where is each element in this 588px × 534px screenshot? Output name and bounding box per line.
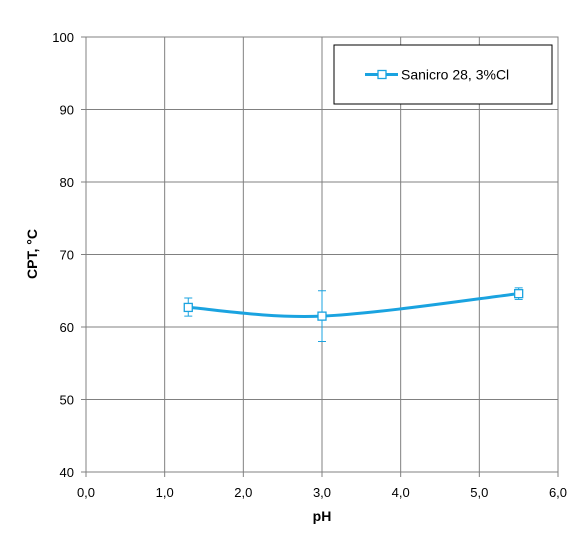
x-tick-label: 3,0 xyxy=(313,485,331,500)
x-tick-label: 1,0 xyxy=(156,485,174,500)
series-layer xyxy=(183,287,524,342)
legend-marker-icon xyxy=(377,69,387,80)
data-point xyxy=(183,302,193,313)
legend-label: Sanicro 28, 3%Cl xyxy=(401,67,509,83)
y-tick-label: 60 xyxy=(60,320,74,335)
y-tick-label: 70 xyxy=(60,248,74,263)
x-tick-label: 6,0 xyxy=(549,485,567,500)
y-axis-title: CPT, °C xyxy=(24,229,40,279)
data-point xyxy=(514,288,524,299)
y-tick-label: 90 xyxy=(60,103,74,118)
x-tick-label: 2,0 xyxy=(234,485,252,500)
tick-labels: 0,0 1,0 2,0 3,0 4,0 5,0 6,0 40 50 60 70 80 90 100 xyxy=(52,30,567,500)
x-axis-title: pH xyxy=(313,508,332,524)
y-tick-label: 40 xyxy=(60,465,74,480)
series-line xyxy=(188,292,519,318)
data-point xyxy=(317,311,327,321)
y-tick-label: 100 xyxy=(52,30,74,45)
grid xyxy=(81,36,559,477)
legend: Sanicro 28, 3%Cl xyxy=(333,44,553,105)
x-tick-label: 4,0 xyxy=(392,485,410,500)
x-tick-label: 0,0 xyxy=(77,485,95,500)
x-tick-label: 5,0 xyxy=(470,485,488,500)
y-tick-label: 80 xyxy=(60,175,74,190)
plot-frame xyxy=(85,36,559,473)
y-tick-label: 50 xyxy=(60,393,74,408)
